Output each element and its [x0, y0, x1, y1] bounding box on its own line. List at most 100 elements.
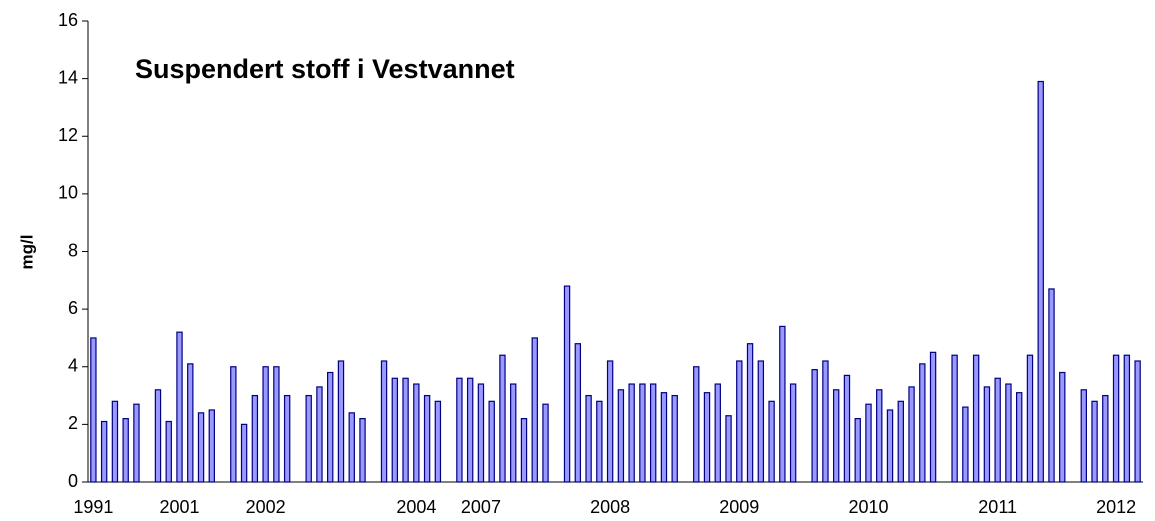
bar: [165, 420, 172, 483]
bar: [187, 363, 194, 483]
y-axis-label: mg/l: [17, 235, 36, 270]
bar: [789, 383, 797, 483]
bar: [133, 403, 140, 483]
bar: [908, 386, 915, 483]
bar: [757, 360, 765, 483]
bar: [962, 406, 969, 483]
bar: [1123, 354, 1131, 483]
bar: [671, 394, 678, 483]
bar: [596, 400, 603, 483]
bar: [499, 354, 506, 483]
bar: [746, 343, 754, 483]
bar: [606, 360, 614, 483]
bar: [1005, 383, 1012, 483]
bar: [886, 409, 894, 483]
bar: [994, 377, 1001, 483]
bar: [262, 366, 269, 483]
bar: [919, 363, 926, 483]
bar: [736, 360, 743, 483]
bar: [779, 325, 786, 483]
bar: [531, 337, 538, 483]
bar: [154, 389, 162, 483]
bar: [929, 351, 937, 483]
bar: [413, 383, 420, 483]
x-tick-label: 2010: [848, 497, 888, 517]
bar: [693, 366, 700, 483]
bar: [639, 383, 646, 483]
bar: [327, 371, 334, 483]
bar: [520, 418, 528, 483]
bar: [811, 369, 818, 483]
bar: [197, 412, 205, 483]
bar: [477, 383, 485, 483]
bar: [660, 392, 668, 483]
y-tick-label: 8: [68, 240, 78, 260]
bar: [176, 331, 183, 483]
bar: [768, 400, 775, 483]
x-tick-label: 2009: [719, 497, 759, 517]
bar: [337, 360, 345, 483]
bar: [1015, 392, 1023, 483]
bar: [488, 400, 495, 483]
bar: [1091, 400, 1098, 483]
bar: [423, 394, 431, 483]
bar: [897, 400, 904, 483]
x-tick-label: 2007: [461, 497, 501, 517]
x-tick-label: 2002: [246, 497, 286, 517]
y-tick-label: 16: [58, 10, 78, 30]
bar: [90, 337, 97, 483]
bar: [1026, 354, 1034, 483]
bar: [865, 403, 872, 483]
bar: [510, 383, 517, 483]
bar: [434, 400, 442, 483]
y-tick-label: 6: [68, 298, 78, 318]
y-tick-label: 4: [68, 356, 78, 376]
x-tick-label: 2004: [396, 497, 436, 517]
bar: [305, 394, 312, 483]
bar: [240, 423, 248, 483]
bar: [316, 386, 323, 483]
bar: [983, 386, 991, 483]
bar: [542, 403, 549, 483]
bar: [100, 420, 108, 483]
bar: [876, 389, 883, 483]
bar: [466, 377, 474, 483]
bar: [854, 418, 861, 483]
bar: [1037, 80, 1044, 483]
x-tick-label: 2011: [978, 497, 1017, 517]
bar: [574, 343, 582, 483]
bar: [628, 383, 635, 483]
y-tick-label: 14: [58, 67, 78, 87]
bar: [1102, 394, 1109, 483]
bar: [822, 360, 829, 483]
bar: [972, 354, 980, 483]
bar: [951, 354, 958, 483]
bar: [1134, 360, 1141, 483]
bar: [283, 394, 291, 483]
bar: [359, 418, 366, 483]
bar: [585, 394, 592, 483]
bar: [122, 418, 129, 483]
chart-title: Suspendert stoff i Vestvannet: [135, 54, 515, 84]
bar: [725, 415, 732, 483]
bar: [843, 374, 851, 483]
bar: [348, 412, 355, 483]
bar: [1080, 389, 1087, 483]
y-tick-label: 0: [68, 471, 78, 491]
bar: [649, 383, 657, 483]
bar: [703, 392, 711, 483]
y-tick-label: 10: [58, 183, 78, 203]
bar: [111, 400, 119, 483]
bar: [456, 377, 463, 483]
bar: [563, 285, 571, 483]
bar: [617, 389, 625, 483]
bar: [1059, 371, 1066, 483]
x-tick-label: 2001: [159, 497, 199, 517]
bar: [832, 389, 840, 483]
x-tick-label: 2012: [1096, 497, 1136, 517]
bar: [1112, 354, 1120, 483]
bar: [230, 366, 237, 483]
bar: [208, 409, 216, 483]
bar: [1048, 288, 1055, 483]
